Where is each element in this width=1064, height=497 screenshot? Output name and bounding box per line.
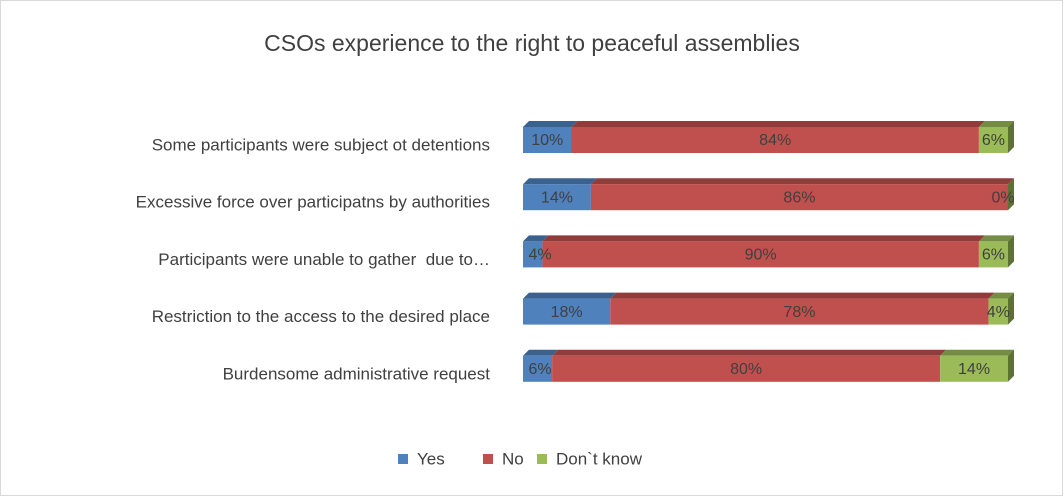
chart-title: CSOs experience to the right to peaceful… (264, 30, 800, 56)
data-label: 84% (759, 132, 791, 149)
bar-top (523, 235, 549, 242)
legend-swatch (398, 454, 408, 464)
legend-swatch (483, 454, 493, 464)
bar-side (1008, 178, 1014, 211)
bar (610, 298, 989, 325)
category-label: Participants were unable to gather due t… (158, 250, 490, 269)
bar (523, 241, 543, 268)
bar-side (1008, 235, 1014, 268)
data-label: 90% (745, 247, 777, 264)
data-label: 14% (958, 361, 990, 378)
bar (523, 355, 553, 382)
data-label: 4% (987, 304, 1010, 321)
data-label: 86% (783, 189, 815, 206)
bar (523, 184, 591, 211)
bar-top (542, 235, 985, 242)
bar-top (590, 178, 1014, 185)
legend-label: No (502, 449, 524, 468)
category-label: Restriction to the access to the desired… (152, 307, 490, 326)
data-label: 78% (783, 304, 815, 321)
bar-top (940, 349, 1014, 356)
legend-label: Don`t know (556, 449, 643, 468)
bar-top (552, 349, 947, 356)
data-label: 18% (551, 304, 583, 321)
category-label: Some participants were subject ot detent… (152, 135, 490, 154)
bar-side (1008, 349, 1014, 382)
bar (988, 298, 1008, 325)
category-label: Burdensome administrative request (223, 364, 491, 383)
bar (590, 184, 1008, 211)
bar-top (978, 121, 1014, 127)
bar (978, 127, 1008, 153)
bar-side (1008, 121, 1014, 153)
bar (978, 241, 1008, 268)
bar-top (988, 292, 1014, 299)
bar-top (523, 121, 578, 127)
bar-top (523, 292, 617, 299)
bar-top (610, 292, 995, 299)
category-label: Excessive force over participatns by aut… (136, 193, 490, 212)
bar-top (523, 178, 597, 185)
data-label: 0% (991, 189, 1014, 206)
bar (542, 241, 979, 268)
data-label: 6% (528, 361, 551, 378)
bar (571, 127, 979, 153)
data-label: 6% (982, 247, 1005, 264)
data-label: 4% (528, 247, 551, 264)
data-label: 10% (531, 132, 563, 149)
data-label: 14% (541, 189, 573, 206)
bar-side (1008, 292, 1014, 325)
legend-label: Yes (417, 449, 445, 468)
bar (523, 298, 611, 325)
bar-top (523, 349, 559, 356)
bar-top (978, 235, 1014, 242)
data-label: 6% (982, 132, 1005, 149)
bar (552, 355, 941, 382)
legend-swatch (537, 454, 547, 464)
data-label: 80% (730, 361, 762, 378)
bar (940, 355, 1008, 382)
bar (523, 127, 572, 153)
bar-top (571, 121, 985, 127)
